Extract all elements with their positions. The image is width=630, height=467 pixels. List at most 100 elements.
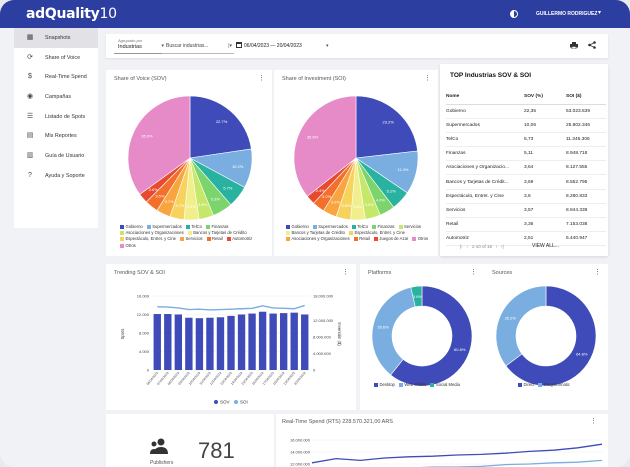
legend-item[interactable]: Web Mobile (398, 382, 426, 388)
legend-item[interactable]: Asociaciones y Organizaciones (286, 236, 350, 242)
group-by-select[interactable]: Agrupado por Industrias ▾ (114, 38, 166, 54)
legend-swatch (412, 237, 417, 242)
legend-item[interactable]: Bancos y Tarjetas de Crédito (187, 230, 247, 236)
view-all-button[interactable]: VIEW ALL... (532, 243, 559, 249)
legend-label: Supermercados (318, 224, 348, 229)
prev-page-icon[interactable]: ‹ (466, 244, 468, 249)
legend-item[interactable]: Supermercados (146, 224, 182, 230)
table-cell: 3,69 (524, 174, 566, 190)
more-options-icon[interactable]: ⋮ (424, 75, 431, 82)
sidebar-item-mis-reportes[interactable]: ▤ Mis Reportes (14, 126, 98, 146)
table-cell: 3,57 (524, 203, 566, 219)
search-industries-input[interactable]: Buscar industrias... |▾ (162, 38, 234, 54)
table-cell: Servicios (446, 203, 524, 219)
more-options-icon[interactable]: ⋮ (590, 418, 597, 425)
theme-toggle-icon[interactable] (510, 10, 518, 18)
table-row[interactable]: Espectáculo, Entret. y Cine 3,6 8.280.833 (446, 189, 606, 204)
sidebar-item-label: Share of Voice (45, 54, 81, 61)
table-row[interactable]: TelCo 5,73 11.345.306 (446, 132, 606, 148)
legend-item[interactable]: Automotriz (226, 236, 252, 242)
legend-swatch (351, 224, 356, 229)
first-page-icon[interactable]: |‹ (460, 244, 463, 249)
table-row[interactable]: Servicios 3,57 8.944.339 (446, 203, 606, 219)
legend-item[interactable]: Asociaciones y Organizaciones (120, 230, 184, 236)
more-options-icon[interactable]: ⋮ (470, 269, 477, 276)
data-label: 3.8% (198, 202, 208, 207)
legend-item[interactable]: Supermercados (312, 224, 348, 230)
table-row[interactable]: Supermercados 10,06 25.802.346 (446, 118, 606, 133)
table-cell: TelCo (446, 132, 524, 148)
sidebar-item-label: Real-Time Spend (45, 74, 87, 81)
legend-item[interactable]: TelCo (351, 224, 368, 230)
table-row[interactable]: Gobierno 22,35 53.023.539 (446, 104, 606, 119)
legend-item[interactable]: Espectáculo, Entret. y Cine (348, 230, 405, 236)
legend-item[interactable]: Juegos de Azar (373, 236, 408, 242)
table-row[interactable]: Asociaciones y Organizacio... 3,64 8.127.5… (446, 160, 606, 176)
legend-item[interactable]: Bancos y Tarjetas de Crédito (286, 230, 345, 236)
filter-bar: Agrupado por Industrias ▾ Buscar industr… (106, 34, 608, 58)
chevron-down-icon[interactable]: ▾ (598, 10, 602, 16)
legend-item[interactable]: Gobierno (120, 224, 143, 230)
y2-tick-label: 8.000.000 (313, 335, 332, 340)
legend-item[interactable]: Retail (206, 236, 223, 242)
table-row[interactable]: Retail 3,36 7.153.038 (446, 217, 606, 233)
data-label: 35.6% (307, 134, 319, 139)
legend-item[interactable]: Gobierno (286, 224, 309, 230)
sources-card: Sources ⋮ 64.8% 35.2% Direct Programmatic (484, 264, 608, 410)
sidebar-item-gu-a-de-usuario[interactable]: ▥ Guía de Usuario (14, 146, 98, 166)
sidebar-item-share-of-voice[interactable]: ⟳ Share of Voice (14, 48, 98, 68)
sidebar-item-listado-de-spots[interactable]: ☰ Listado de Spots (14, 107, 98, 127)
legend-swatch (518, 382, 522, 387)
bar-sov (258, 311, 267, 370)
more-options-icon[interactable]: ⋮ (594, 269, 601, 276)
table-cell: Espectáculo, Entret. y Cine (446, 189, 524, 204)
legend-item[interactable]: Espectáculo, Entret. y Cine (120, 236, 176, 242)
legend-item[interactable]: Finanzas (206, 224, 229, 230)
legend-swatch (214, 400, 218, 404)
data-label: 3.6% (331, 199, 341, 204)
sidebar-item-real-time-spend[interactable]: $ Real-Time Spend (14, 67, 98, 87)
app-logo[interactable]: adQuality10 (26, 6, 117, 22)
more-options-icon[interactable]: ⋮ (258, 75, 265, 82)
legend-label: SOI (240, 400, 248, 405)
chevron-down-icon[interactable]: ▾ (326, 43, 329, 49)
sidebar-item-campa-as[interactable]: ◉ Campañas (14, 87, 98, 107)
bar-sov (227, 315, 235, 370)
legend-item[interactable]: Finanzas (372, 224, 395, 230)
user-name[interactable]: GUILLERMO RODRIGUEZ (536, 11, 598, 17)
column-header[interactable]: Nome (446, 90, 524, 105)
share-icon[interactable] (588, 41, 596, 49)
table-row[interactable]: Automotriz 2,51 5.440.947 (446, 231, 606, 247)
legend-swatch (312, 224, 317, 229)
trending-title: Trending SOV & SOI (114, 270, 165, 276)
sidebar-item-ayuda-y-soporte[interactable]: ? Ayuda y Soporte (14, 166, 98, 186)
legend-item[interactable]: Otros (120, 243, 136, 249)
calendar-icon[interactable] (236, 42, 242, 48)
legend-item[interactable]: Servicios (180, 236, 203, 242)
soi-card: Share of Investment (SOI) ⋮ 23.2% 11.3% 5.… (274, 70, 438, 256)
eye-icon: ◉ (26, 92, 34, 100)
legend-item[interactable]: Otros (412, 236, 428, 242)
group-by-label: Agrupado por (118, 38, 143, 43)
data-label: 3.7% (165, 199, 175, 204)
legend-item[interactable]: TelCo (185, 224, 202, 230)
table-row[interactable]: Bancos y Tarjetas de Crédit... 3,69 8.552.… (446, 174, 606, 190)
table-cell: Bancos y Tarjetas de Crédit... (446, 174, 524, 190)
legend-item[interactable]: Servicios (398, 224, 421, 230)
legend-swatch (146, 224, 151, 229)
legend-item[interactable]: Social Media (430, 382, 460, 388)
table-row[interactable]: Finanzas 5,11 8.948.718 (446, 146, 606, 162)
y-tick-label: 16.000.000 (290, 438, 311, 443)
more-options-icon[interactable]: ⋮ (342, 269, 349, 276)
legend-item[interactable]: Programmatic (538, 382, 570, 388)
next-page-icon[interactable]: › (495, 244, 498, 249)
legend-item[interactable]: Direct (518, 382, 534, 388)
column-header[interactable]: SOV (%) (524, 90, 566, 105)
print-icon[interactable] (570, 42, 578, 49)
legend-item[interactable]: Retail (353, 236, 370, 242)
last-page-icon[interactable]: ›| (501, 244, 504, 249)
date-range[interactable]: 06/04/2023 — 20/04/2023 (244, 43, 302, 49)
column-header[interactable]: SOI ($) (566, 90, 606, 105)
legend-item[interactable]: Desktop (374, 382, 395, 388)
sidebar-item-snapshots[interactable]: ▦ Snapshots (14, 28, 98, 48)
